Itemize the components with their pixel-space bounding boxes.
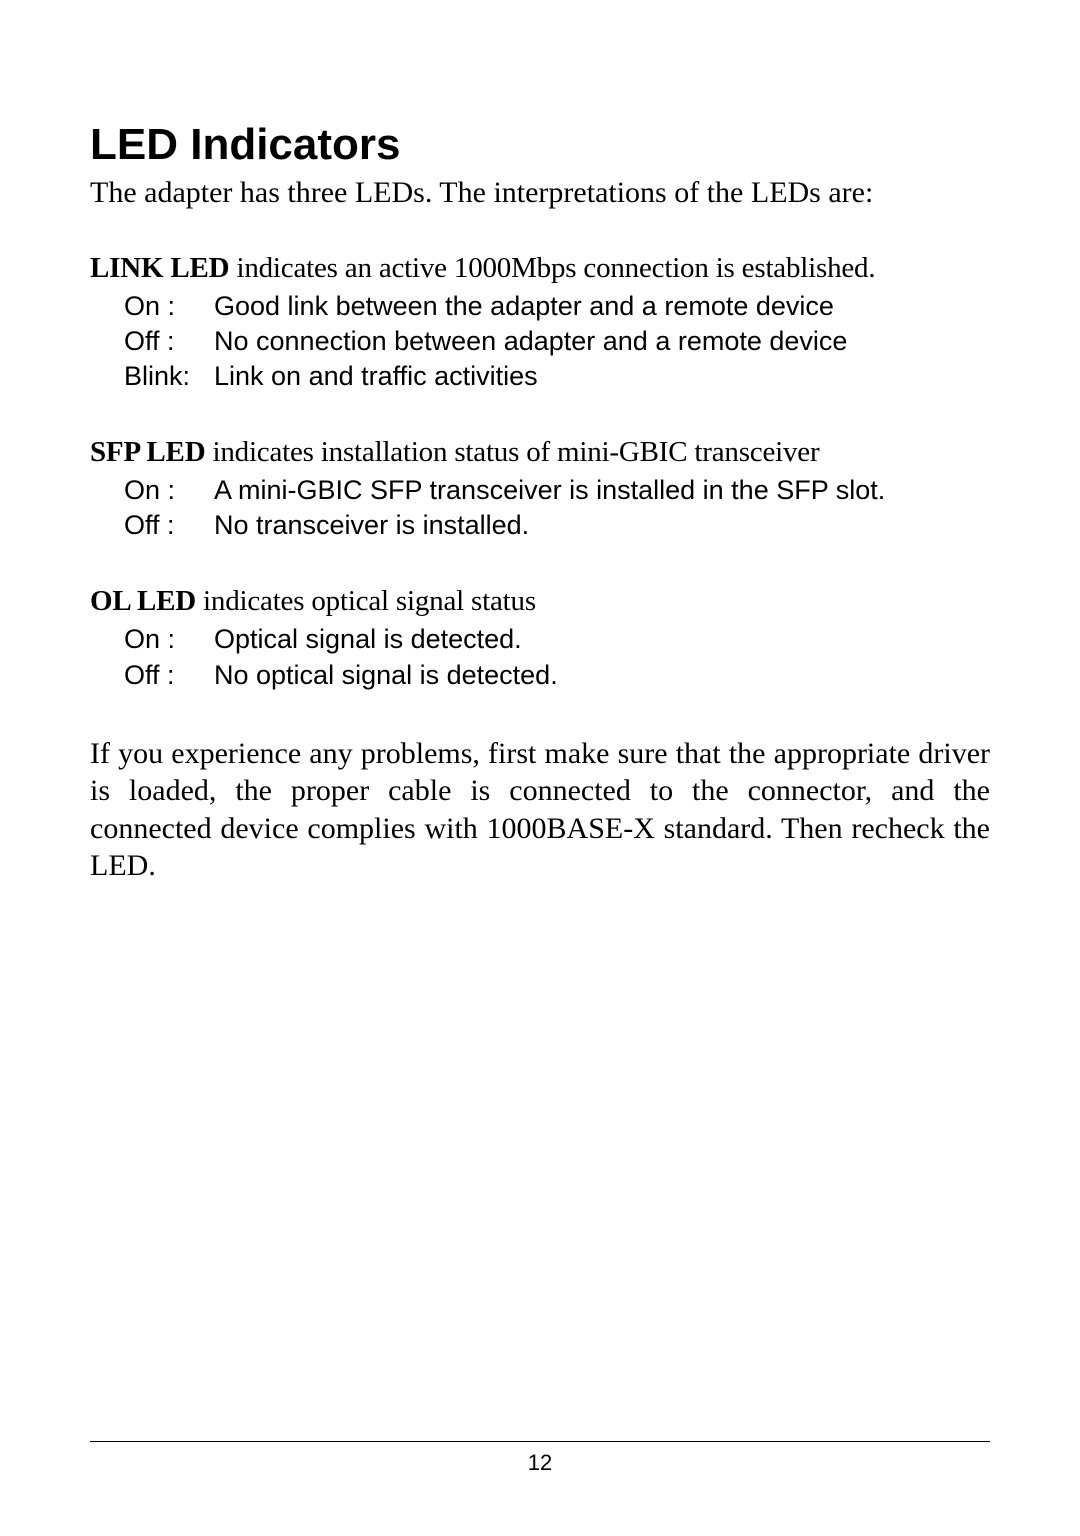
state-label: On :	[124, 289, 214, 324]
state-label: Off :	[124, 508, 214, 543]
state-label: On :	[124, 622, 214, 657]
state-label: Blink:	[124, 359, 214, 394]
section-intro: SFP LED indicates installation status of…	[90, 436, 990, 469]
footer-rule	[90, 1441, 990, 1442]
section-ol-led: OL LED indicates optical signal status O…	[90, 585, 990, 692]
page-heading: LED Indicators	[90, 120, 990, 170]
led-state-row: On : Good link between the adapter and a…	[90, 289, 990, 324]
led-state-row: Off : No connection between adapter and …	[90, 324, 990, 359]
troubleshoot-text: If you experience any problems, first ma…	[90, 735, 990, 885]
led-state-row: On : Optical signal is detected.	[90, 622, 990, 657]
section-link-led: LINK LED indicates an active 1000Mbps co…	[90, 252, 990, 394]
state-desc: Good link between the adapter and a remo…	[214, 289, 990, 324]
state-desc: No transceiver is installed.	[214, 508, 990, 543]
led-state-row: On : A mini-GBIC SFP transceiver is inst…	[90, 473, 990, 508]
section-sfp-led: SFP LED indicates installation status of…	[90, 436, 990, 543]
led-state-row: Blink: Link on and traffic activities	[90, 359, 990, 394]
state-desc: No connection between adapter and a remo…	[214, 324, 990, 359]
state-desc: Optical signal is detected.	[214, 622, 990, 657]
section-desc: indicates optical signal status	[196, 585, 536, 617]
page-footer: 12	[90, 1441, 990, 1476]
intro-text: The adapter has three LEDs. The interpre…	[90, 176, 990, 210]
state-label: Off :	[124, 324, 214, 359]
state-desc: A mini-GBIC SFP transceiver is installed…	[214, 473, 990, 508]
section-title: OL LED	[90, 585, 196, 617]
section-intro: LINK LED indicates an active 1000Mbps co…	[90, 252, 990, 285]
section-title: LINK LED	[90, 252, 229, 284]
section-intro: OL LED indicates optical signal status	[90, 585, 990, 618]
section-title: SFP LED	[90, 436, 205, 468]
section-desc: indicates installation status of mini-GB…	[205, 436, 819, 468]
state-label: On :	[124, 473, 214, 508]
section-desc: indicates an active 1000Mbps connection …	[229, 252, 875, 284]
state-desc: No optical signal is detected.	[214, 658, 990, 693]
led-state-row: Off : No optical signal is detected.	[90, 658, 990, 693]
state-label: Off :	[124, 658, 214, 693]
state-desc: Link on and traffic activities	[214, 359, 990, 394]
page-number: 12	[90, 1450, 990, 1476]
led-state-row: Off : No transceiver is installed.	[90, 508, 990, 543]
